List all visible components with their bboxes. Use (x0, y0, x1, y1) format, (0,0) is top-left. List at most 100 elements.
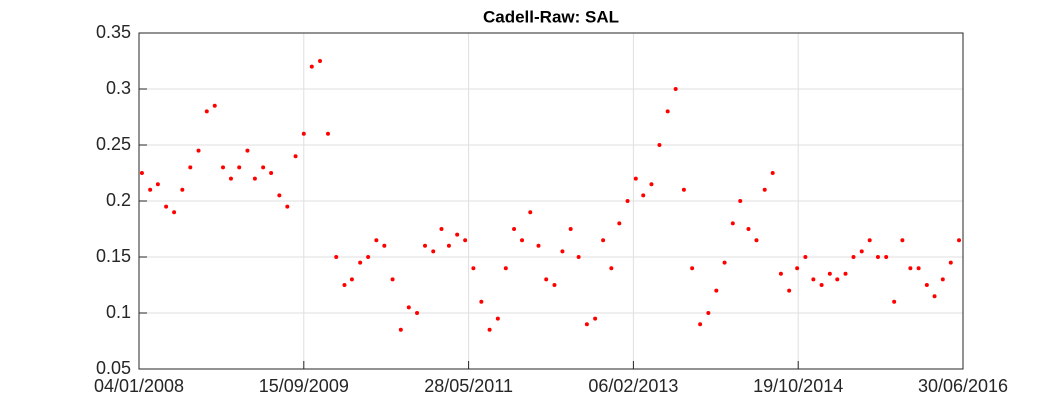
point (334, 255, 339, 259)
point (609, 266, 614, 271)
y-tick-label: 0.1 (106, 302, 131, 322)
point (520, 238, 525, 243)
x-tick-label: 04/01/2008 (94, 376, 184, 396)
point (261, 165, 266, 170)
point (325, 131, 330, 136)
point (139, 171, 144, 175)
point (940, 277, 945, 282)
point (916, 266, 921, 271)
point (544, 277, 549, 282)
point (237, 165, 242, 170)
point (358, 260, 363, 265)
point (673, 87, 678, 91)
point (900, 238, 905, 243)
point (892, 299, 897, 304)
chart-title: Cadell-Raw: SAL (483, 7, 619, 26)
point (762, 187, 767, 192)
point (463, 238, 468, 243)
point (625, 199, 630, 203)
point (439, 227, 444, 231)
point (593, 316, 598, 321)
point (204, 109, 209, 114)
x-tick-label: 06/02/2013 (588, 376, 678, 396)
point (487, 327, 492, 332)
point (908, 266, 913, 271)
point (406, 305, 411, 310)
x-tick-label: 30/06/2016 (918, 376, 1008, 396)
point (803, 255, 808, 259)
point (398, 327, 403, 332)
point (770, 171, 775, 175)
point (819, 283, 824, 287)
point (875, 255, 880, 259)
point (342, 283, 347, 287)
point (277, 193, 282, 198)
point (754, 238, 759, 243)
point (746, 227, 751, 231)
y-tick-label: 0.15 (96, 246, 131, 266)
point (309, 64, 314, 69)
point (423, 243, 428, 248)
point (390, 277, 395, 282)
point (698, 322, 703, 327)
point (867, 238, 872, 243)
point (884, 255, 889, 259)
y-tick-label: 0.2 (106, 190, 131, 210)
y-tick-label: 0.3 (106, 78, 131, 98)
point (536, 243, 541, 248)
point (827, 271, 832, 276)
point (641, 193, 646, 198)
x-tick-label: 28/05/2011 (424, 376, 513, 396)
point (528, 210, 533, 215)
point (252, 176, 257, 181)
point (730, 221, 735, 226)
point (349, 277, 354, 282)
point (220, 165, 225, 170)
point (228, 176, 233, 181)
point (479, 299, 484, 304)
point (431, 249, 436, 254)
y-tick-label: 0.35 (96, 22, 131, 42)
point (318, 59, 323, 63)
point (957, 238, 962, 243)
point (576, 255, 581, 259)
point (148, 187, 153, 192)
point (795, 266, 800, 271)
point (778, 271, 783, 276)
point (366, 255, 371, 259)
point (269, 171, 274, 175)
y-tick-label: 0.05 (96, 358, 131, 378)
point (948, 260, 953, 265)
point (843, 271, 848, 276)
point (706, 311, 711, 315)
point (787, 288, 792, 293)
point (212, 103, 217, 108)
point (584, 322, 589, 327)
x-tick-label: 19/10/2014 (753, 376, 843, 396)
point (471, 266, 476, 271)
point (738, 199, 743, 203)
point (681, 187, 686, 192)
point (617, 221, 622, 226)
point (446, 243, 451, 248)
point (196, 148, 201, 153)
point (285, 204, 290, 209)
point (690, 266, 695, 271)
point (665, 109, 670, 114)
point (552, 283, 557, 287)
point (932, 294, 937, 299)
point (180, 187, 185, 192)
point (835, 277, 840, 282)
y-tick-label: 0.25 (96, 134, 131, 154)
point (859, 249, 864, 254)
point (382, 243, 387, 248)
point (503, 266, 508, 271)
point (155, 182, 160, 187)
point (188, 165, 193, 170)
point (722, 260, 727, 265)
point (851, 255, 856, 259)
point (374, 238, 379, 243)
point (455, 232, 460, 237)
